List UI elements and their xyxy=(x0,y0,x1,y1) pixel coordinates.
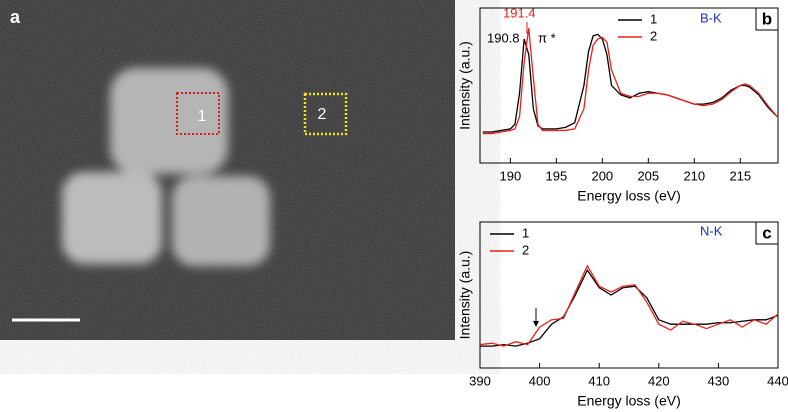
plot-frame xyxy=(479,7,779,164)
x-tick-label: 390 xyxy=(469,373,491,388)
legend-label: 1 xyxy=(650,11,657,26)
x-tick-label: 190 xyxy=(500,168,522,183)
x-tick-label: 430 xyxy=(708,373,730,388)
panel-label: c xyxy=(762,223,771,242)
annotation: 191.4 xyxy=(503,5,536,20)
x-tick-label: 420 xyxy=(648,373,670,388)
image-panel: 1 2 a xyxy=(0,0,455,340)
noise xyxy=(0,0,455,340)
x-tick-label: 205 xyxy=(637,168,659,183)
y-axis-label: Intensity (a.u.) xyxy=(457,41,473,130)
y-axis-label: Intensity (a.u.) xyxy=(457,251,473,340)
x-tick-label: 210 xyxy=(683,168,705,183)
legend-label: 2 xyxy=(522,242,529,257)
panel-label-bg xyxy=(755,221,779,245)
series-line xyxy=(482,33,778,133)
x-tick-label: 400 xyxy=(529,373,551,388)
legend-label: 2 xyxy=(650,28,657,43)
x-tick-label: 200 xyxy=(591,168,613,183)
x-axis-label: Energy loss (eV) xyxy=(577,188,680,204)
annotation: 190.8 xyxy=(487,30,520,45)
x-tick-label: 440 xyxy=(767,373,788,388)
annotation: N-K xyxy=(700,223,723,238)
arrow-head xyxy=(533,321,539,327)
series-line xyxy=(482,28,778,135)
panel-label-bg xyxy=(755,7,779,31)
region-label: 1 xyxy=(198,108,207,125)
x-axis-label: Energy loss (eV) xyxy=(577,393,680,409)
series-line xyxy=(479,264,779,347)
region-box xyxy=(176,92,220,135)
panel-label: b xyxy=(762,9,772,28)
x-tick-label: 195 xyxy=(545,168,567,183)
x-tick-label: 215 xyxy=(729,168,751,183)
annotation: B-K xyxy=(700,10,722,25)
legend-label: 1 xyxy=(522,225,529,240)
region-label: 2 xyxy=(318,106,327,123)
panel-label: a xyxy=(10,7,21,27)
x-tick-label: 410 xyxy=(588,373,610,388)
series-line xyxy=(480,268,779,347)
plot-frame xyxy=(479,221,779,369)
region-box xyxy=(303,92,348,136)
annotation: π * xyxy=(538,30,556,45)
